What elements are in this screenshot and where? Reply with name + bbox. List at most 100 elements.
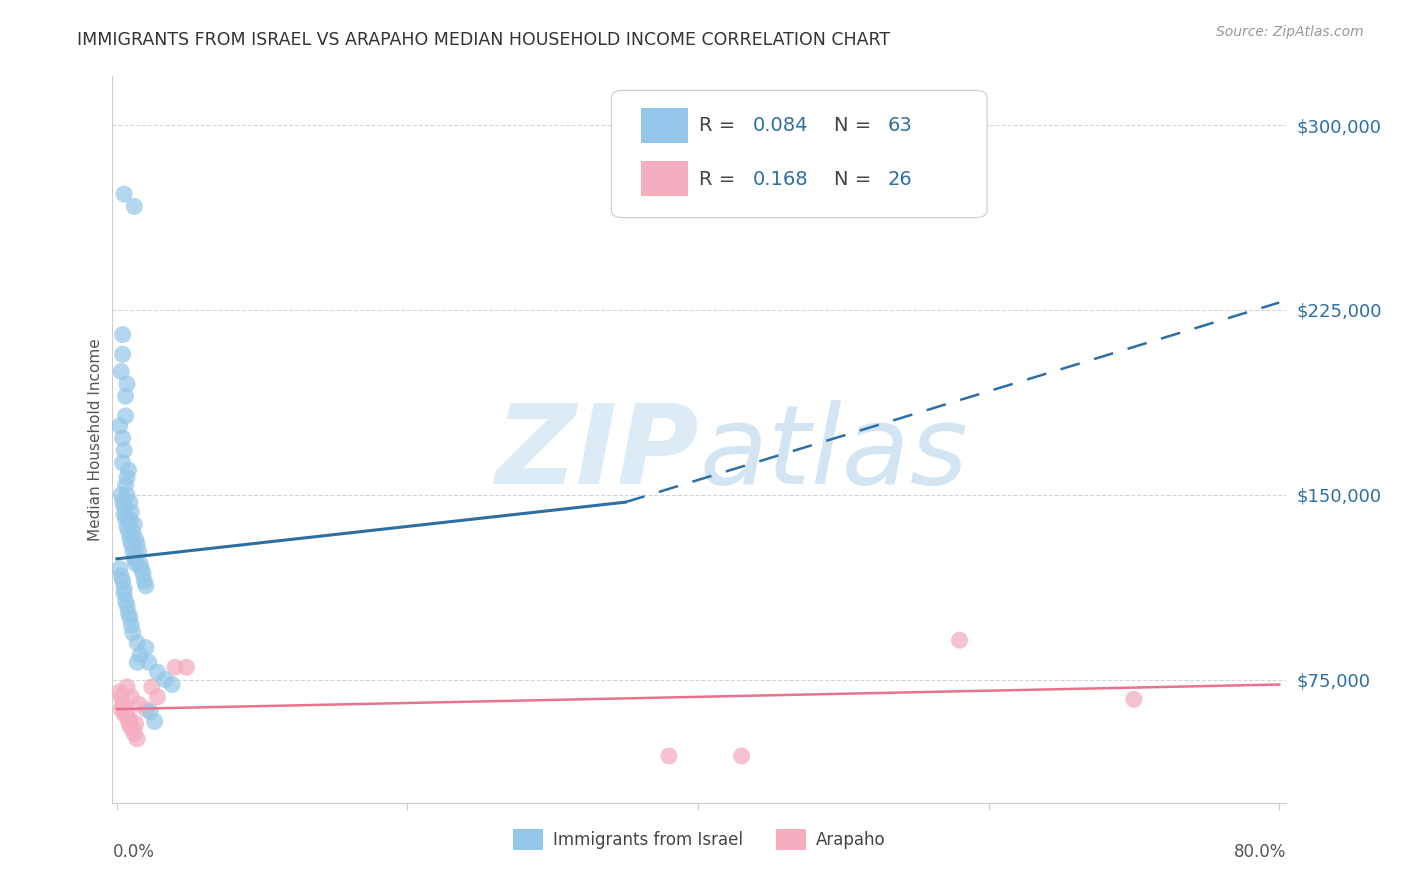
Point [146,665,169,680]
Point [135,579,157,593]
Point [111,431,134,445]
Legend: Immigrants from Israel, Arapaho: Immigrants from Israel, Arapaho [506,822,893,856]
Text: 80.0%: 80.0% [1234,843,1286,861]
Point [730,749,752,764]
Point [124,517,146,532]
Point [125,557,148,571]
Point [128,544,150,558]
Point [132,566,155,581]
Point [125,717,148,731]
Point [120,505,142,519]
Text: Source: ZipAtlas.com: Source: ZipAtlas.com [1216,25,1364,39]
Point [118,611,141,625]
Point [111,327,134,342]
Point [115,599,138,613]
Point [117,606,139,620]
Point [658,749,681,764]
Point [124,551,146,566]
Point [114,389,136,403]
Point [110,365,132,379]
Point [108,418,131,433]
Y-axis label: Median Household Income: Median Household Income [89,338,103,541]
Point [118,719,141,733]
Point [121,722,143,736]
Text: 63: 63 [887,116,912,135]
Point [112,582,135,596]
Bar [641,108,688,143]
Point [124,199,146,213]
Text: 0.084: 0.084 [752,116,808,135]
Point [110,488,132,502]
FancyBboxPatch shape [612,90,987,218]
Point [125,532,148,546]
Point [163,660,186,674]
Text: N =: N = [835,116,877,135]
Point [112,500,135,514]
Point [114,705,136,719]
Point [127,635,149,649]
Point [129,648,152,662]
Point [115,488,138,502]
Point [139,705,162,719]
Point [143,714,166,729]
Point [111,697,134,711]
Point [117,463,139,477]
Point [118,712,141,726]
Point [115,376,138,391]
Point [120,690,142,704]
Point [121,524,143,539]
Point [117,714,139,729]
Point [110,569,132,583]
Point [124,727,146,741]
Point [118,512,141,526]
Point [160,677,183,691]
Point [146,690,169,704]
Point [1122,692,1144,706]
Text: 0.168: 0.168 [752,169,808,188]
Text: R =: R = [700,116,742,135]
Text: N =: N = [835,169,877,188]
Text: 0.0%: 0.0% [112,843,155,861]
Point [108,685,131,699]
Point [135,702,157,716]
Point [131,562,153,576]
Text: IMMIGRANTS FROM ISRAEL VS ARAPAHO MEDIAN HOUSEHOLD INCOME CORRELATION CHART: IMMIGRANTS FROM ISRAEL VS ARAPAHO MEDIAN… [77,31,890,49]
Point [112,707,135,722]
Text: R =: R = [700,169,742,188]
Point [138,656,160,670]
Point [111,347,134,361]
Point [141,680,163,694]
Point [120,537,142,551]
Point [114,478,136,492]
Text: ZIP: ZIP [496,401,700,508]
Point [110,702,132,716]
Point [111,456,134,470]
Point [112,508,135,522]
Point [115,520,138,534]
Point [115,680,138,694]
Point [114,593,136,607]
Point [127,537,149,551]
Point [948,633,970,648]
Point [134,574,156,588]
Point [121,544,143,558]
Point [125,549,148,564]
Point [115,709,138,723]
Point [111,574,134,588]
Point [114,512,136,526]
Point [115,470,138,484]
Point [108,562,131,576]
Point [120,618,142,632]
Point [128,697,150,711]
Point [112,586,135,600]
Point [117,524,139,539]
Text: atlas: atlas [700,401,969,508]
Point [135,640,157,655]
Text: 26: 26 [887,169,912,188]
Point [112,187,135,202]
Point [121,625,143,640]
Point [118,532,141,546]
Point [111,495,134,509]
Point [114,409,136,423]
Point [127,731,149,746]
